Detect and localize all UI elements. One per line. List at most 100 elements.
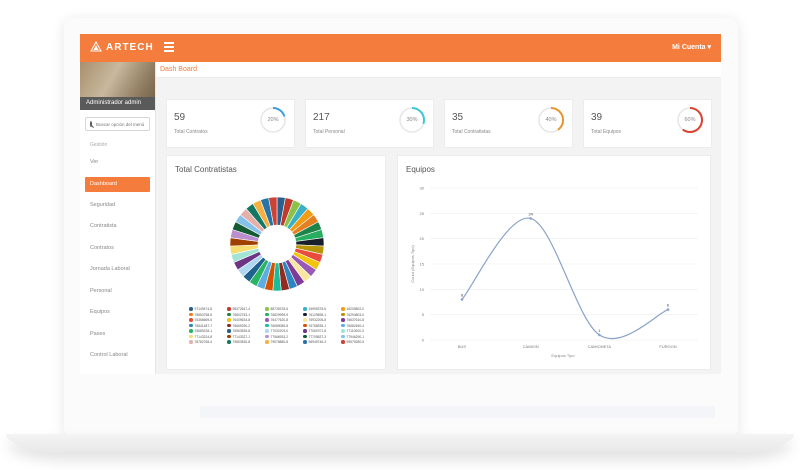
stat-value: 39 — [591, 112, 603, 123]
sidebar-item-control-laboral[interactable]: Control Laboral — [90, 352, 128, 358]
y-tick-label: 15 — [420, 262, 425, 267]
stat-card: 39 Total Equipos 60% — [583, 99, 712, 148]
sidebar-item-seguridad[interactable]: Seguridad — [90, 201, 116, 208]
sidebar-item-contratista[interactable]: Contratista — [90, 223, 117, 229]
legend-label: 76294803-0 — [346, 312, 365, 317]
legend-swatch — [265, 318, 269, 322]
legend-label: 78782765-4 — [194, 340, 213, 344]
sidebar-item-pases[interactable]: Pases — [90, 330, 106, 337]
legend-entry[interactable]: 77110000-3 — [341, 329, 379, 333]
legend-entry[interactable]: 77566933-2 — [265, 335, 303, 339]
stat-value: 35 — [452, 112, 464, 123]
legend-swatch — [341, 334, 345, 339]
gauge-percent: 30% — [406, 117, 418, 123]
legend-label: 79853530-8 — [232, 340, 251, 344]
logo-icon — [90, 41, 102, 52]
legend-entry[interactable]: 79853530-8 — [227, 340, 265, 344]
legend-entry[interactable]: 76682460-4 — [341, 324, 379, 328]
legend-entry[interactable]: 76841487-7 — [189, 324, 227, 328]
legend-entry[interactable]: 99579280-5 — [341, 340, 379, 344]
x-tick-label: CAMIONETA — [588, 344, 612, 349]
data-label: 6 — [667, 303, 670, 308]
legend-label: 96945746-3 — [308, 340, 327, 344]
legend-swatch — [303, 318, 307, 322]
legend-label: 76669290-2 — [232, 323, 251, 328]
legend-entry[interactable]: 96945746-3 — [303, 340, 341, 344]
legend-entry[interactable]: 79578880-8 — [265, 340, 303, 344]
sidebar-item-dashboard[interactable]: Dashboard — [85, 176, 150, 192]
legend-entry[interactable]: 77032203-0 — [265, 329, 303, 333]
legend-entry[interactable]: 77060707-8 — [303, 329, 341, 333]
stat-label: Total Contratos — [174, 129, 208, 135]
legend-entry[interactable]: 16209802-0 — [341, 307, 379, 311]
x-axis-label: Equipos Tipo — [551, 353, 575, 358]
sidebar-item-contratos[interactable]: Contratos — [90, 244, 114, 251]
page-title: Dash Board — [160, 66, 197, 73]
legend-entry[interactable]: 76366669-5 — [189, 318, 227, 322]
legend-entry[interactable]: 98372647-4 — [227, 307, 265, 311]
legend-label: 99579280-5 — [346, 340, 365, 344]
legend-swatch — [303, 340, 307, 344]
sidebar-item-ver[interactable]: Ver — [90, 159, 99, 165]
legend-entry[interactable]: 77143327-1 — [227, 335, 265, 339]
legend-label: 77143224-8 — [194, 334, 213, 339]
legend-entry[interactable]: 76129898-1 — [303, 313, 341, 317]
legend-swatch — [189, 323, 193, 328]
legend-entry[interactable]: 77946290-1 — [341, 335, 379, 339]
menu-search-input[interactable] — [96, 121, 146, 127]
legend-entry[interactable]: 76689089-8 — [265, 324, 303, 328]
profile-banner: Administrador admin — [80, 62, 155, 110]
menu-toggle-icon[interactable] — [164, 42, 174, 52]
stat-label: Total Contratistas — [452, 129, 491, 135]
sidebar-item-equipos[interactable]: Equipos — [90, 309, 110, 315]
legend-entry[interactable]: 77143224-8 — [189, 335, 227, 339]
data-point — [529, 217, 532, 220]
y-tick-label: 0 — [422, 338, 425, 343]
legend-entry[interactable]: 76409634-8 — [227, 318, 265, 322]
legend-entry[interactable]: 76294803-0 — [341, 313, 379, 317]
legend-swatch — [227, 323, 231, 328]
legend-entry[interactable]: 78782765-4 — [189, 340, 227, 344]
legend-entry[interactable]: 76829999-9 — [265, 313, 303, 317]
legend-entry[interactable]: 76963539-8 — [227, 329, 265, 333]
data-label: 8 — [461, 292, 464, 297]
sidebar-item-jornada-laboral[interactable]: Jornada Laboral — [90, 266, 130, 272]
stat-card: 35 Total Contratistas 40% — [444, 99, 573, 148]
equipos-title: Equipos — [406, 165, 435, 174]
legend-label: 76129898-1 — [308, 312, 327, 317]
legend-entry[interactable]: 76477620-8 — [265, 318, 303, 322]
legend-swatch — [189, 334, 193, 339]
legend-swatch — [303, 334, 307, 339]
legend-swatch — [265, 340, 269, 344]
laptop-bezel-strip — [200, 406, 715, 418]
legend-entry[interactable]: 88735378-6 — [265, 307, 303, 311]
legend-entry[interactable]: 76669290-2 — [227, 324, 265, 328]
legend-entry[interactable]: 76932206-8 — [303, 318, 341, 322]
legend-entry[interactable]: 76758935-1 — [303, 324, 341, 328]
legend-label: 98372647-4 — [232, 307, 251, 311]
legend-swatch — [265, 312, 269, 317]
y-tick-label: 20 — [420, 236, 425, 241]
legend-entry[interactable]: 76637610-8 — [341, 318, 379, 322]
page-header: Dash Board — [156, 62, 721, 78]
legend-label: 16209802-0 — [346, 307, 365, 311]
account-menu[interactable]: Mi Cuenta ▾ — [672, 44, 711, 51]
legend-swatch — [303, 312, 307, 317]
legend-entry[interactable]: 15995378-6 — [303, 307, 341, 311]
legend-entry[interactable]: 78853758-5 — [189, 313, 227, 317]
legend-swatch — [265, 334, 269, 339]
x-tick-label: CAMION — [523, 344, 539, 349]
legend-label: 76829999-9 — [270, 312, 289, 317]
brand-logo[interactable]: ARTECH — [90, 41, 154, 53]
y-tick-label: 5 — [422, 312, 425, 317]
main-content: Dash Board 59 Total Contratos 20% 217 Total … — [156, 62, 721, 374]
legend-label: 76963539-8 — [232, 329, 251, 333]
legend-swatch — [227, 334, 231, 339]
stat-card: 217 Total Personal 30% — [305, 99, 434, 148]
sidebar-item-personal[interactable]: Personal — [90, 287, 112, 294]
legend-entry[interactable]: 76802753-1 — [227, 313, 265, 317]
legend-entry[interactable]: 97149474-8 — [189, 307, 227, 311]
legend-entry[interactable]: 76689228-1 — [189, 329, 227, 333]
y-tick-label: 25 — [420, 211, 425, 216]
legend-entry[interactable]: 77705837-3 — [303, 335, 341, 339]
